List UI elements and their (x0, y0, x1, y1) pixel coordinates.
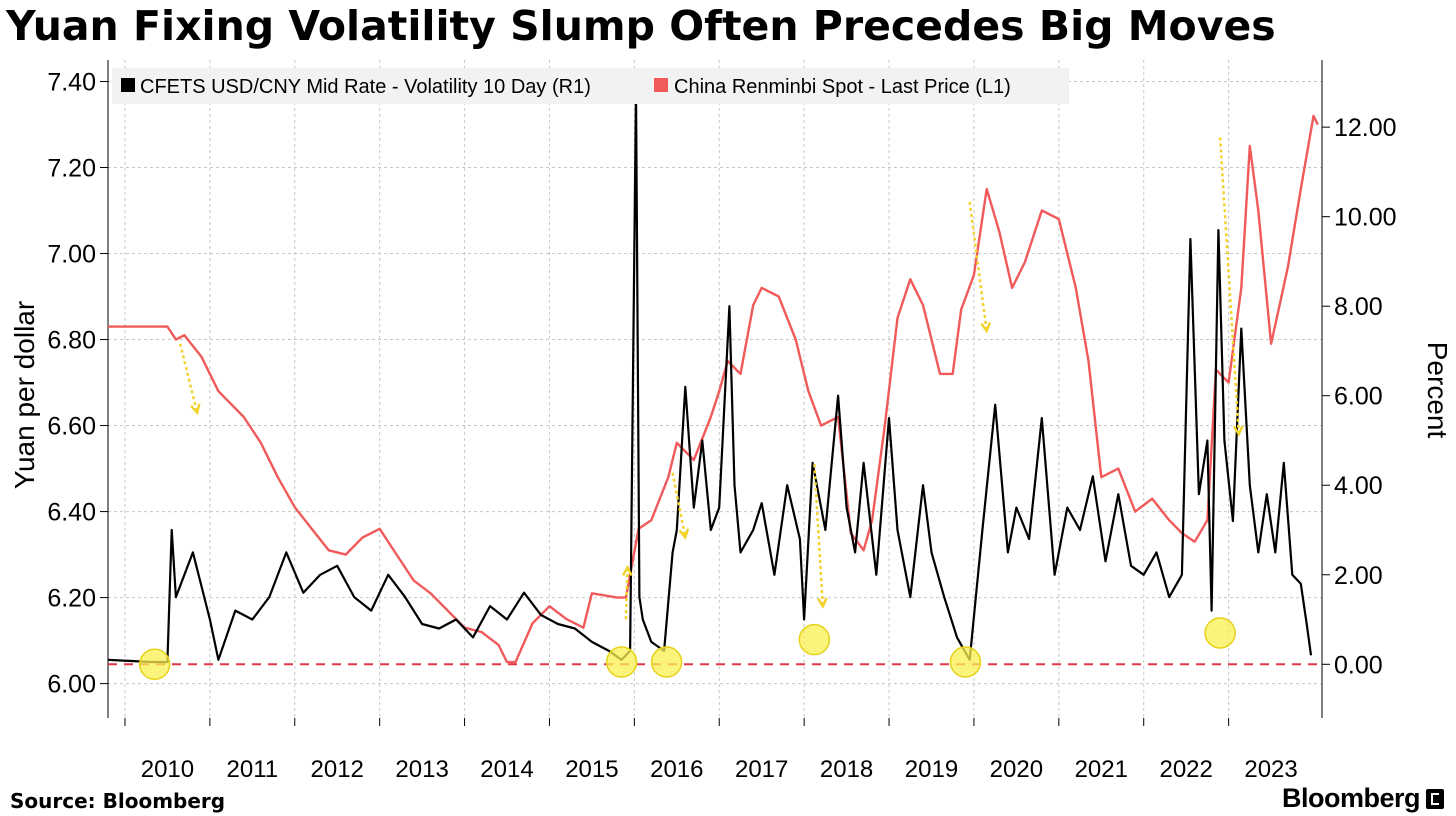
legend: CFETS USD/CNY Mid Rate - Volatility 10 D… (112, 68, 1069, 104)
y-right-tick-label: 10.00 (1334, 204, 1397, 232)
series (107, 90, 1319, 664)
legend-swatch-renminbi (654, 78, 668, 92)
x-tick-label: 2017 (735, 756, 788, 783)
x-tick-label: 2013 (395, 756, 448, 783)
move-arrow-head (1232, 425, 1244, 437)
gridlines (108, 60, 1322, 718)
y-left-tick-label: 7.40 (47, 69, 96, 97)
y-axis-left-label: Yuan per dollar (9, 301, 40, 489)
low-volatility-marker (138, 648, 171, 681)
volatility-line (107, 90, 1313, 664)
renminbi-spot-line (108, 114, 1319, 664)
y-left-tick-label: 6.00 (47, 671, 96, 699)
x-tick-label: 2015 (565, 756, 618, 783)
move-arrow-head (621, 564, 633, 577)
source-note: Source: Bloomberg (10, 789, 226, 813)
move-arrow (968, 201, 988, 332)
move-arrow (178, 343, 199, 413)
x-tick-label: 2023 (1244, 756, 1297, 783)
low-volatility-marker (650, 646, 683, 678)
chart-title: Yuan Fixing Volatility Slump Often Prece… (6, 2, 1276, 50)
move-arrow (671, 472, 687, 538)
legend-swatch-volatility (121, 78, 135, 92)
legend-background (112, 68, 1069, 104)
x-tick-label: 2021 (1075, 756, 1128, 783)
low-volatility-marker (949, 646, 982, 678)
y-left-tick-label: 6.40 (47, 499, 96, 527)
bloomberg-icon (1426, 789, 1444, 809)
axes: 2010 2011 2012 2013 2014 2015 2016 2017 2018 2019… (47, 60, 1397, 783)
x-tick-label: 2022 (1159, 756, 1212, 783)
bloomberg-logo: Bloomberg (1281, 783, 1421, 813)
move-arrow (813, 464, 825, 607)
legend-label-renminbi: China Renminbi Spot - Last Price (L1) (674, 76, 1011, 98)
y-right-tick-label: 2.00 (1334, 562, 1383, 590)
y-left-tick-label: 6.20 (47, 585, 96, 613)
y-left-tick-label: 7.00 (47, 241, 96, 269)
annotations (108, 137, 1322, 681)
x-tick-label: 2012 (311, 756, 364, 783)
y-left-tick-label: 6.60 (47, 413, 96, 441)
y-right-tick-label: 8.00 (1334, 293, 1383, 321)
move-arrow-head (980, 322, 992, 334)
x-tick-label: 2020 (990, 756, 1043, 783)
move-arrow-head (190, 403, 201, 416)
move-arrow-head (678, 528, 690, 540)
legend-label-volatility: CFETS USD/CNY Mid Rate - Volatility 10 D… (140, 76, 591, 98)
x-tick-label: 2019 (905, 756, 958, 783)
x-tick-label: 2011 (227, 756, 279, 783)
x-tick-label: 2018 (820, 756, 873, 783)
y-axis-right-label: Percent (1422, 342, 1453, 439)
y-right-tick-label: 0.00 (1334, 651, 1383, 679)
low-volatility-marker (798, 623, 831, 656)
y-right-tick-label: 4.00 (1334, 472, 1383, 500)
y-right-tick-label: 12.00 (1334, 114, 1397, 142)
x-tick-label: 2016 (650, 756, 703, 783)
move-arrow-head (816, 597, 828, 609)
move-arrow (624, 567, 629, 620)
low-volatility-marker (605, 646, 638, 678)
x-tick-label: 2014 (480, 756, 533, 783)
low-volatility-marker (1204, 617, 1236, 649)
x-tick-label: 2010 (141, 756, 194, 783)
y-right-tick-label: 6.00 (1334, 383, 1383, 411)
y-left-tick-label: 7.20 (47, 155, 96, 183)
move-arrow (1218, 137, 1241, 435)
y-left-tick-label: 6.80 (47, 327, 96, 355)
